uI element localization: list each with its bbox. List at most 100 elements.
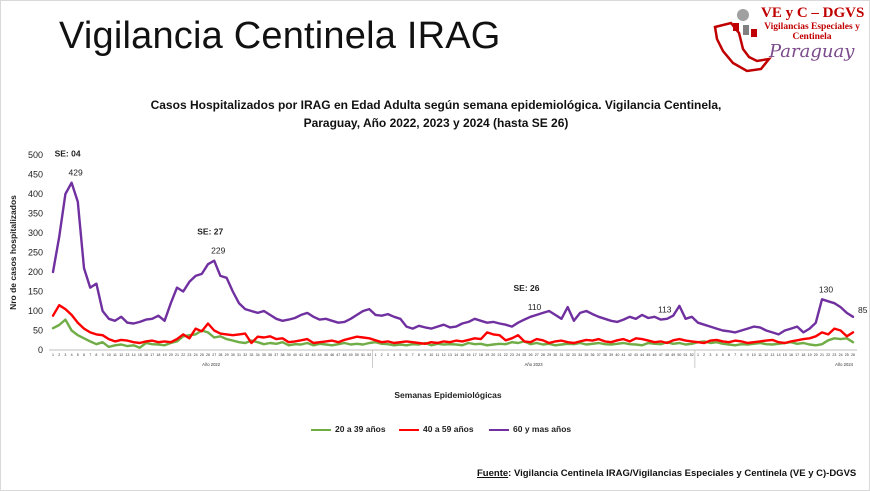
x-tick-label: 13 bbox=[125, 353, 129, 357]
y-tick-label: 150 bbox=[28, 287, 43, 297]
series-line-40-59 bbox=[51, 303, 855, 346]
x-tick-label: 27 bbox=[212, 353, 216, 357]
x-tick-label: 45 bbox=[646, 353, 650, 357]
x-tick-label: 33 bbox=[249, 353, 253, 357]
x-tick-label: 42 bbox=[305, 353, 309, 357]
annotation-value-label: 429 bbox=[69, 168, 83, 178]
x-tick-label: 35 bbox=[262, 353, 266, 357]
annotation-week-label: SE: 27 bbox=[197, 227, 223, 237]
y-tick-label: 500 bbox=[28, 150, 43, 160]
x-tick-label: 26 bbox=[206, 353, 210, 357]
x-tick-label: 10 bbox=[429, 353, 433, 357]
annotation-value-label: 85 bbox=[858, 305, 868, 315]
x-tick-label: 25 bbox=[200, 353, 204, 357]
y-tick-label: 50 bbox=[33, 326, 43, 336]
x-tick-label: 11 bbox=[758, 353, 762, 357]
x-tick-label: 36 bbox=[591, 353, 595, 357]
x-tick-label: 50 bbox=[677, 353, 681, 357]
x-tick-label: 9 bbox=[747, 353, 749, 357]
x-tick-label: 3 bbox=[64, 353, 66, 357]
x-tick-label: 6 bbox=[728, 353, 730, 357]
y-tick-label: 350 bbox=[28, 209, 43, 219]
x-tick-label: 28 bbox=[541, 353, 545, 357]
x-tick-label: 12 bbox=[764, 353, 768, 357]
x-tick-label: 49 bbox=[671, 353, 675, 357]
x-tick-label: 6 bbox=[83, 353, 85, 357]
x-tick-label: 22 bbox=[826, 353, 830, 357]
x-axis-title: Semanas Epidemiológicas bbox=[394, 390, 502, 400]
legend-item-40-59: 40 a 59 años bbox=[399, 424, 474, 434]
chart-title-line1: Casos Hospitalizados por IRAG en Edad Ad… bbox=[150, 98, 722, 112]
x-tick-label: 37 bbox=[274, 353, 278, 357]
x-tick-label: 18 bbox=[156, 353, 160, 357]
legend-swatch bbox=[399, 428, 419, 431]
x-tick-label: 52 bbox=[367, 353, 371, 357]
x-tick-label: 35 bbox=[584, 353, 588, 357]
y-tick-label: 100 bbox=[28, 306, 43, 316]
x-tick-label: 44 bbox=[318, 353, 322, 357]
annotation-value-label: 130 bbox=[819, 284, 833, 294]
x-tick-label: 47 bbox=[659, 353, 663, 357]
x-tick-label: 48 bbox=[665, 353, 669, 357]
x-tick-label: 5 bbox=[77, 353, 79, 357]
x-tick-label: 7 bbox=[89, 353, 91, 357]
x-tick-label: 25 bbox=[522, 353, 526, 357]
x-tick-label: 24 bbox=[194, 353, 198, 357]
x-tick-label: 15 bbox=[138, 353, 142, 357]
x-tick-label: 9 bbox=[102, 353, 104, 357]
legend-label: 20 a 39 años bbox=[335, 424, 386, 434]
x-tick-label: 20 bbox=[814, 353, 818, 357]
logo-subtitle-line1: Vigilancias Especiales y bbox=[764, 22, 860, 32]
x-tick-label: 41 bbox=[299, 353, 303, 357]
x-tick-label: 22 bbox=[181, 353, 185, 357]
x-tick-label: 48 bbox=[342, 353, 346, 357]
y-tick-label: 200 bbox=[28, 267, 43, 277]
x-tick-label: 40 bbox=[615, 353, 619, 357]
x-tick-label: 19 bbox=[163, 353, 167, 357]
x-tick-label: 50 bbox=[355, 353, 359, 357]
x-tick-label: 52 bbox=[690, 353, 694, 357]
year-group-label: Año 2022 bbox=[202, 362, 221, 367]
source-label: Fuente bbox=[477, 468, 509, 479]
x-tick-label: 2 bbox=[381, 353, 383, 357]
x-tick-label: 24 bbox=[839, 353, 843, 357]
source-text: : Vigilancia Centinela IRAG/Vigilancias … bbox=[508, 468, 857, 479]
y-axis-title: Nro de casos hospitalizados bbox=[8, 195, 18, 310]
x-tick-label: 41 bbox=[622, 353, 626, 357]
y-tick-label: 0 bbox=[38, 345, 43, 355]
x-tick-label: 34 bbox=[578, 353, 582, 357]
series-line-20-39 bbox=[51, 318, 855, 349]
annotation-week-label: SE: 04 bbox=[55, 149, 81, 159]
x-tick-label: 29 bbox=[547, 353, 551, 357]
logo-country: Paraguay bbox=[769, 41, 855, 62]
x-tick-label: 40 bbox=[293, 353, 297, 357]
x-tick-label: 4 bbox=[71, 353, 73, 357]
legend-label: 60 y mas años bbox=[513, 424, 572, 434]
x-tick-label: 23 bbox=[510, 353, 514, 357]
y-tick-label: 450 bbox=[28, 170, 43, 180]
year-group-label: Año 2024 bbox=[835, 362, 854, 367]
x-tick-label: 2 bbox=[58, 353, 60, 357]
x-tick-label: 11 bbox=[436, 353, 440, 357]
x-tick-label: 10 bbox=[107, 353, 111, 357]
x-tick-label: 25 bbox=[845, 353, 849, 357]
y-tick-label: 400 bbox=[28, 189, 43, 199]
x-tick-label: 15 bbox=[460, 353, 464, 357]
x-tick-label: 2 bbox=[703, 353, 705, 357]
x-tick-label: 15 bbox=[783, 353, 787, 357]
x-tick-label: 17 bbox=[795, 353, 799, 357]
x-tick-label: 24 bbox=[516, 353, 520, 357]
x-tick-label: 22 bbox=[504, 353, 508, 357]
x-tick-label: 42 bbox=[628, 353, 632, 357]
legend-item-60: 60 y mas años bbox=[489, 424, 571, 434]
x-tick-label: 13 bbox=[448, 353, 452, 357]
x-tick-label: 16 bbox=[467, 353, 471, 357]
x-tick-label: 13 bbox=[770, 353, 774, 357]
legend-item-20-39: 20 a 39 años bbox=[311, 424, 386, 434]
x-tick-label: 26 bbox=[851, 353, 855, 357]
x-tick-label: 18 bbox=[479, 353, 483, 357]
x-tick-label: 1 bbox=[374, 353, 376, 357]
legend-swatch bbox=[489, 428, 509, 431]
annotation-week-label: SE: 26 bbox=[514, 283, 540, 293]
